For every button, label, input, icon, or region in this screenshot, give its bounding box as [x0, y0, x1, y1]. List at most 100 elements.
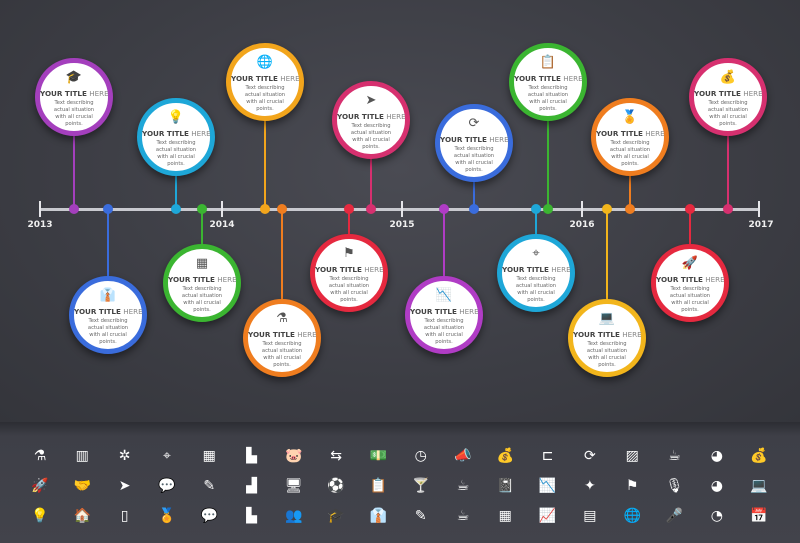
event-stem: [281, 209, 283, 338]
card-title-bold: YOUR TITLE: [573, 330, 620, 339]
card-text: Text describing actual situation with al…: [586, 341, 628, 368]
set-icon: 🤝: [73, 478, 92, 494]
card-text: Text describing actual situation with al…: [181, 286, 223, 313]
timeline-axis: [40, 208, 759, 211]
event-marker[interactable]: [685, 204, 695, 214]
event-marker[interactable]: [602, 204, 612, 214]
clipboard-icon: 📋: [539, 55, 557, 70]
set-icon: 👥: [285, 508, 303, 524]
set-icon: 🎓: [327, 508, 345, 524]
set-icon: ⌖: [162, 448, 171, 464]
card-title-bold: YOUR TITLE: [168, 275, 215, 284]
event-card[interactable]: ➤ YOUR TITLE HERE Text describing actual…: [332, 81, 410, 159]
card-title-bold: YOUR TITLE: [337, 112, 384, 121]
card-title-light: HERE: [191, 129, 211, 138]
set-icon: 🏅: [158, 508, 176, 524]
event-marker[interactable]: [69, 204, 79, 214]
event-card[interactable]: 💰 YOUR TITLE HERE Text describing actual…: [689, 58, 767, 136]
year-tick: [39, 201, 41, 217]
event-marker[interactable]: [469, 204, 479, 214]
event-card[interactable]: ▦ YOUR TITLE HERE Text describing actual…: [163, 244, 241, 322]
event-marker[interactable]: [277, 204, 287, 214]
icon-panel: [0, 422, 800, 543]
event-marker[interactable]: [344, 204, 354, 214]
card-title-bold: YOUR TITLE: [315, 265, 362, 274]
set-icon: 💻: [750, 478, 768, 494]
event-card[interactable]: 🚀 YOUR TITLE HERE Text describing actual…: [651, 244, 729, 322]
event-marker[interactable]: [531, 204, 541, 214]
set-icon: 🍸: [411, 478, 430, 494]
event-card[interactable]: ⚑ YOUR TITLE HERE Text describing actual…: [310, 234, 388, 312]
card-title: YOUR TITLE HERE: [315, 265, 384, 274]
event-card[interactable]: ⚗ YOUR TITLE HERE Text describing actual…: [243, 299, 321, 377]
set-icon: ☕: [456, 478, 470, 494]
card-title-light: HERE: [551, 265, 571, 274]
event-stem: [547, 82, 549, 209]
card-title-light: HERE: [705, 275, 725, 284]
event-card[interactable]: 📉 YOUR TITLE HERE Text describing actual…: [405, 276, 483, 354]
card-title-light: HERE: [563, 74, 583, 83]
year-tick: [401, 201, 403, 217]
card-title-light: HERE: [217, 275, 237, 284]
card-text: Text describing actual situation with al…: [155, 140, 197, 167]
target-icon: ⌖: [532, 246, 540, 261]
set-icon: ⚗: [33, 448, 47, 464]
event-card[interactable]: 💻 YOUR TITLE HERE Text describing actual…: [568, 299, 646, 377]
event-card[interactable]: ⟳ YOUR TITLE HERE Text describing actual…: [435, 104, 513, 182]
card-title-light: HERE: [622, 330, 642, 339]
event-marker[interactable]: [103, 204, 113, 214]
set-icon: 🏠: [73, 508, 92, 524]
event-marker[interactable]: [625, 204, 635, 214]
event-card[interactable]: 🏅 YOUR TITLE HERE Text describing actual…: [591, 98, 669, 176]
year-tick: [581, 201, 583, 217]
event-card[interactable]: ⌖ YOUR TITLE HERE Text describing actual…: [497, 234, 575, 312]
card-title: YOUR TITLE HERE: [248, 330, 317, 339]
set-icon: ◕: [710, 478, 723, 494]
card-title-bold: YOUR TITLE: [74, 307, 121, 316]
year-label: 2015: [389, 220, 415, 230]
card-title: YOUR TITLE HERE: [596, 129, 665, 138]
set-icon: 📅: [750, 508, 768, 524]
flag-icon: ⚑: [343, 246, 355, 261]
event-stem: [606, 209, 608, 338]
event-card[interactable]: 💡 YOUR TITLE HERE Text describing actual…: [137, 98, 215, 176]
set-icon: 🎙: [665, 478, 684, 494]
timeline-area: [0, 0, 800, 422]
year-label: 2014: [209, 220, 235, 230]
abacus-icon: ▦: [195, 256, 209, 271]
tie-icon: 👔: [99, 288, 117, 303]
set-icon: ◕: [710, 448, 723, 464]
card-title-bold: YOUR TITLE: [656, 275, 703, 284]
event-marker[interactable]: [723, 204, 733, 214]
card-text: Text describing actual situation with al…: [423, 318, 465, 345]
card-title-bold: YOUR TITLE: [231, 74, 278, 83]
year-label: 2013: [27, 220, 53, 230]
card-title: YOUR TITLE HERE: [337, 112, 406, 121]
card-text: Text describing actual situation with al…: [453, 146, 495, 173]
card-text: Text describing actual situation with al…: [515, 276, 557, 303]
money-bag-icon: 💰: [719, 70, 737, 85]
card-title-light: HERE: [459, 307, 479, 316]
event-marker[interactable]: [171, 204, 181, 214]
set-icon: ▨: [625, 448, 639, 464]
set-icon: ⇆: [330, 448, 342, 464]
card-title-bold: YOUR TITLE: [514, 74, 561, 83]
set-icon: ✲: [118, 448, 131, 464]
card-title-bold: YOUR TITLE: [142, 129, 189, 138]
event-card[interactable]: 🎓 YOUR TITLE HERE Text describing actual…: [35, 58, 113, 136]
event-card[interactable]: 🌐 YOUR TITLE HERE Text describing actual…: [226, 43, 304, 121]
event-marker[interactable]: [366, 204, 376, 214]
card-text: Text describing actual situation with al…: [261, 341, 303, 368]
card-title-light: HERE: [364, 265, 384, 274]
set-icon: 💰: [750, 448, 768, 464]
event-marker[interactable]: [543, 204, 553, 214]
award-icon: 🏅: [621, 110, 639, 125]
event-marker[interactable]: [260, 204, 270, 214]
laptop-icon: 💻: [598, 311, 616, 326]
event-card[interactable]: 👔 YOUR TITLE HERE Text describing actual…: [69, 276, 147, 354]
event-marker[interactable]: [197, 204, 207, 214]
event-card[interactable]: 📋 YOUR TITLE HERE Text describing actual…: [509, 43, 587, 121]
event-marker[interactable]: [439, 204, 449, 214]
set-icon: ✦: [584, 478, 596, 494]
card-title-light: HERE: [645, 129, 665, 138]
